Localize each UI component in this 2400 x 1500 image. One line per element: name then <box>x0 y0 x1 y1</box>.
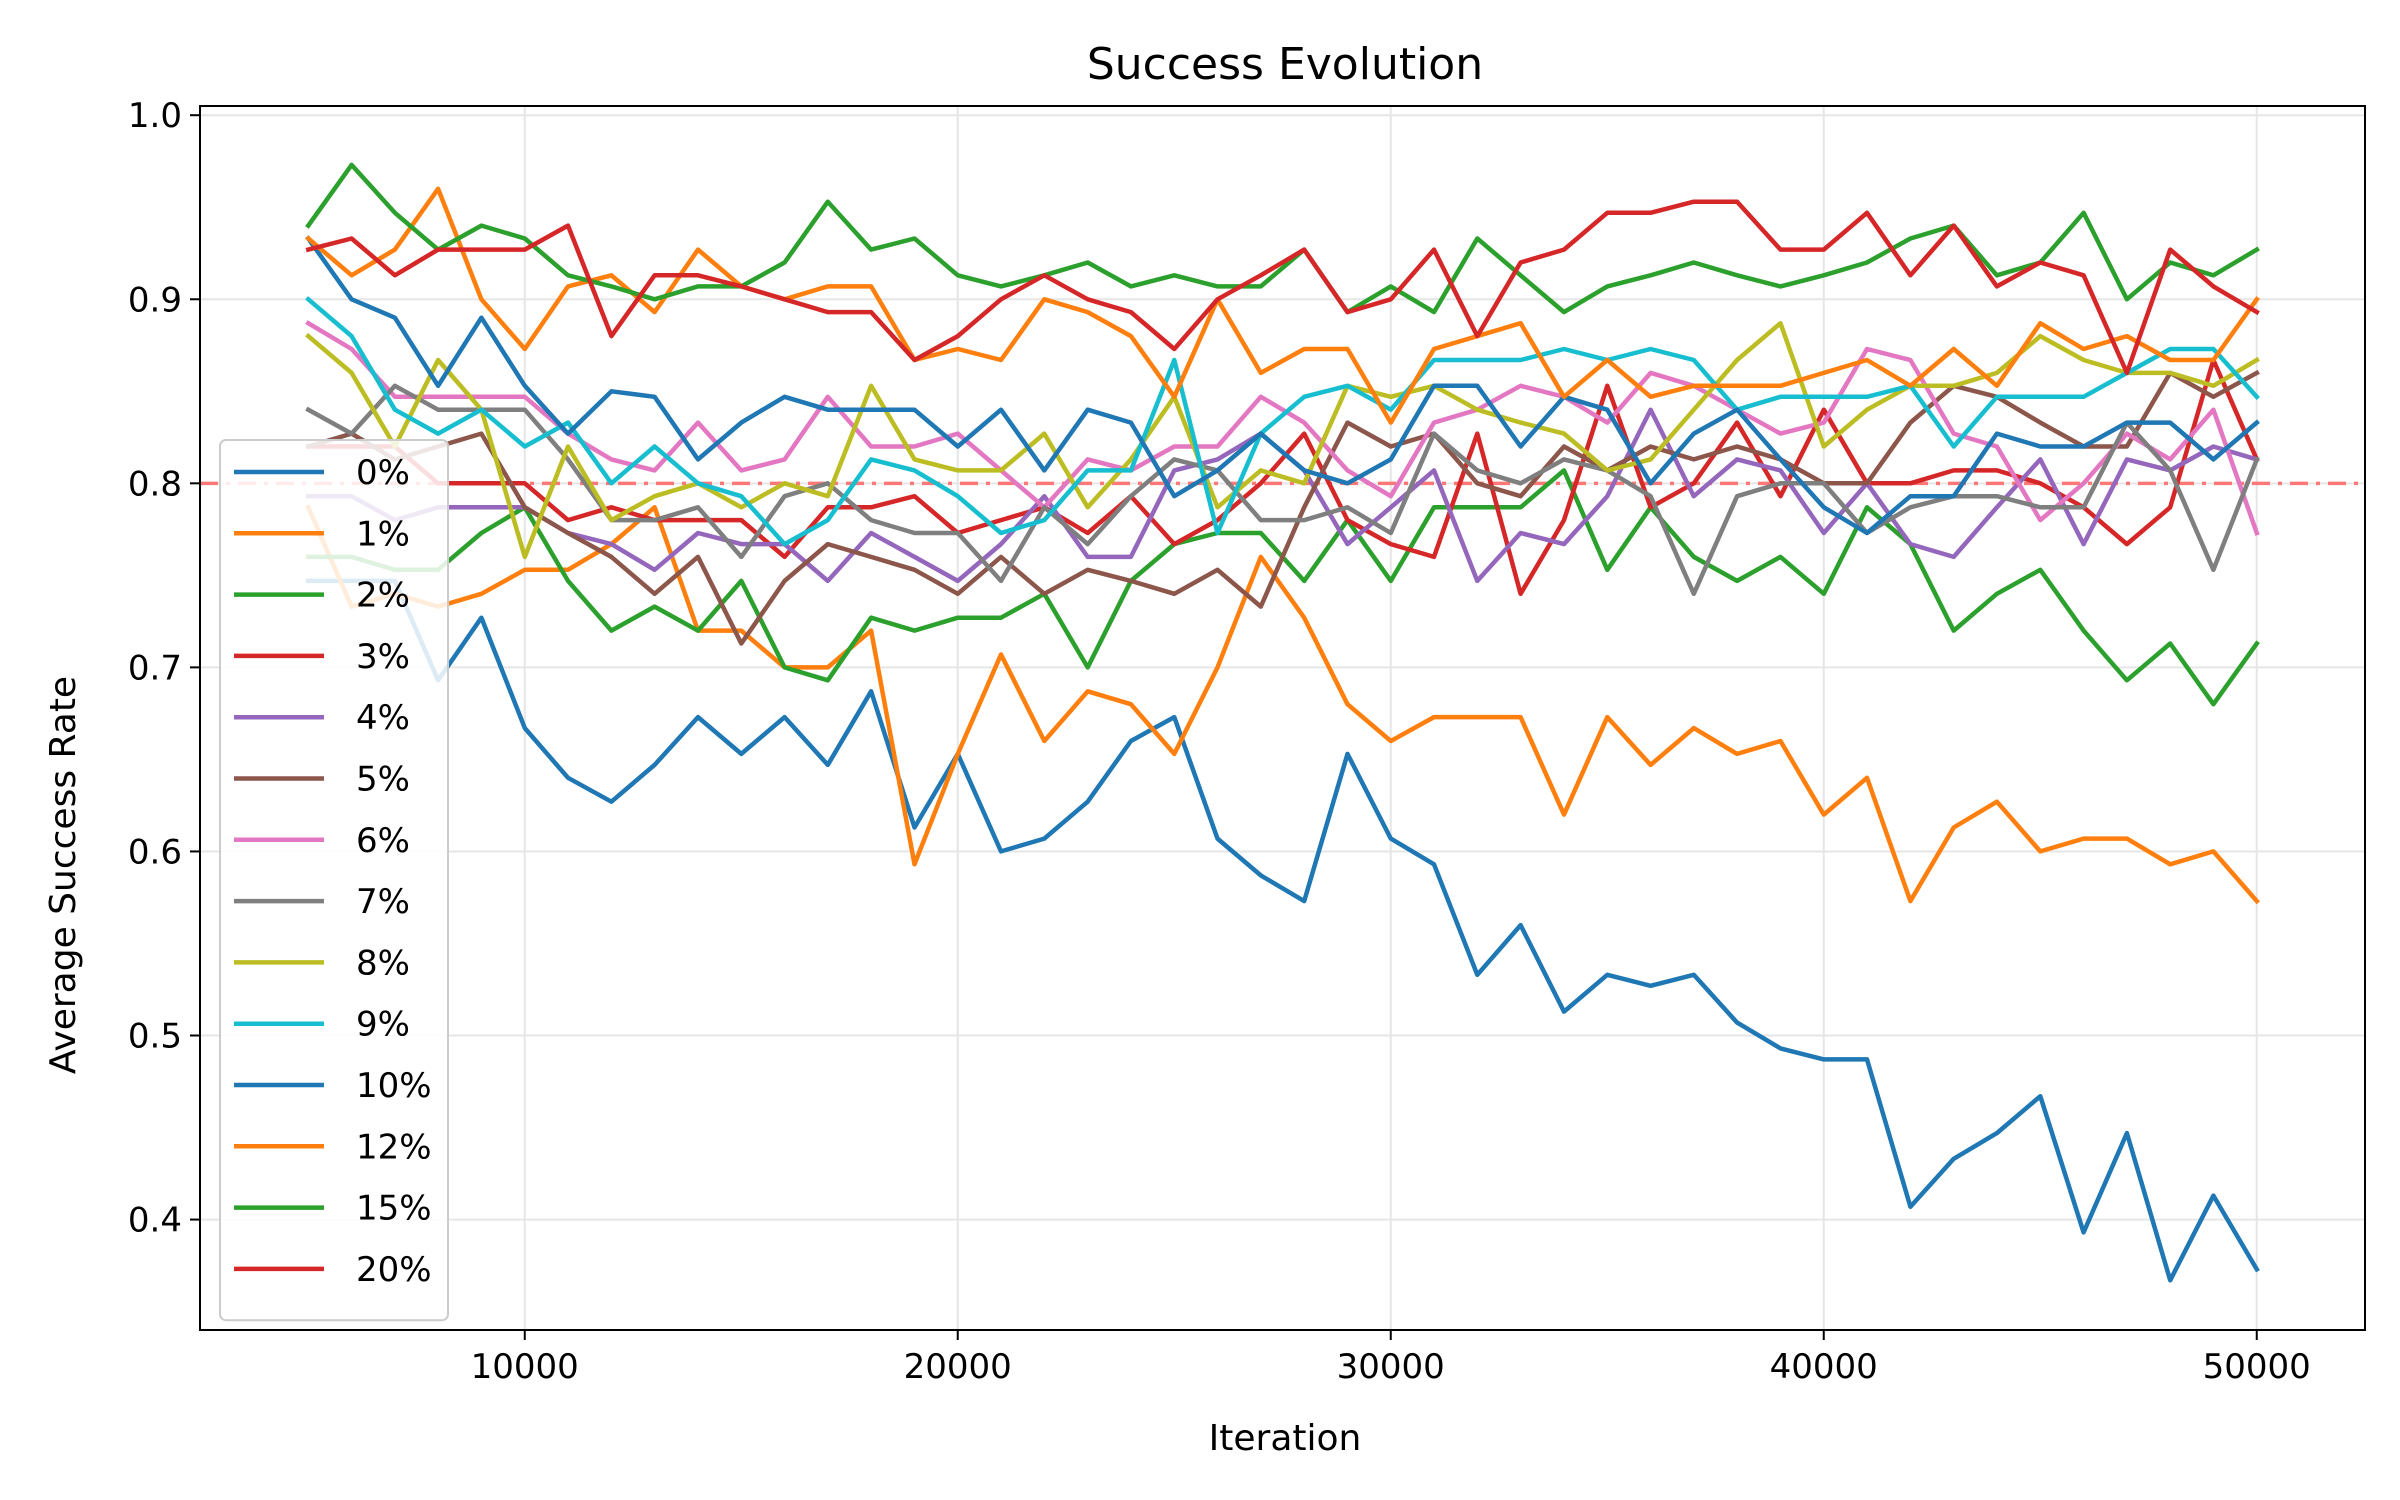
legend-label: 3% <box>356 637 410 677</box>
series-line-3pct <box>306 357 2260 597</box>
legend-box <box>219 439 449 1322</box>
y-tick-label: 0.4 <box>128 1201 182 1241</box>
x-tick-label: 30000 <box>1337 1347 1445 1387</box>
legend-label: 6% <box>356 821 410 861</box>
series-line-8pct <box>305 320 2260 560</box>
series-line-10pct <box>305 235 2260 536</box>
legend-label: 0% <box>356 453 410 493</box>
y-tick-label: 0.6 <box>128 832 182 872</box>
x-tick-label: 20000 <box>904 1347 1012 1387</box>
x-axis-label: Iteration <box>1209 1418 1362 1459</box>
legend-label: 9% <box>356 1005 410 1045</box>
series-line-7pct <box>305 383 2260 597</box>
chart-title: Success Evolution <box>1087 39 1483 90</box>
y-tick-label: 0.9 <box>128 280 182 320</box>
legend-label: 20% <box>356 1250 432 1290</box>
legend-label: 2% <box>356 576 410 616</box>
x-tick-label: 10000 <box>471 1347 579 1387</box>
legend-label: 5% <box>356 760 410 800</box>
legend-label: 8% <box>356 943 410 983</box>
legend-label: 15% <box>356 1189 432 1229</box>
series-line-20pct <box>305 199 2260 376</box>
series-layer <box>305 162 2260 1283</box>
legend-label: 4% <box>356 698 410 738</box>
series-line-1pct <box>305 504 2260 905</box>
legend-label: 12% <box>356 1127 432 1167</box>
y-tick-label: 1.0 <box>128 96 182 136</box>
x-axis: 10000 20000 30000 40000 50000 <box>471 1330 2311 1387</box>
series-line-9pct <box>305 296 2260 547</box>
legend-label: 7% <box>356 882 410 922</box>
legend: 0% 1% 2% 3% 4% 5% 6% 7% 8% 9% 10% 12% 15% 20% <box>219 439 449 1322</box>
series-line-15pct <box>305 162 2260 315</box>
x-tick-label: 50000 <box>2203 1347 2311 1387</box>
grid <box>200 106 2365 1330</box>
y-axis: 0.4 0.5 0.6 0.7 0.8 0.9 1.0 <box>128 96 200 1241</box>
x-tick-label: 40000 <box>1770 1347 1878 1387</box>
y-axis-label: Average Success Rate <box>43 676 84 1074</box>
legend-label: 10% <box>356 1066 432 1106</box>
y-tick-label: 0.7 <box>128 648 182 688</box>
plot-frame <box>199 105 2366 1331</box>
series-line-5pct <box>305 369 2260 646</box>
y-tick-label: 0.5 <box>128 1017 182 1057</box>
series-line-0pct <box>306 578 2260 1283</box>
legend-label: 1% <box>356 514 410 554</box>
y-tick-label: 0.8 <box>128 464 182 504</box>
